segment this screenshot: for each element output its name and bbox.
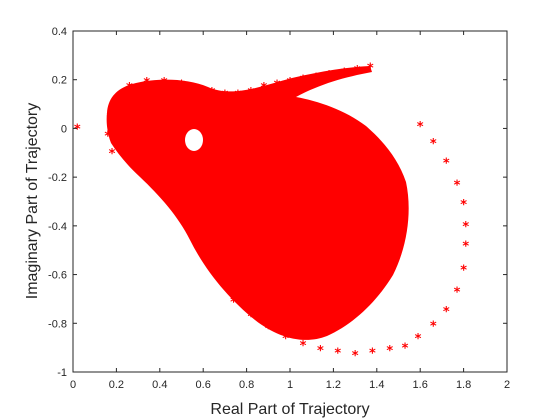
- data-point: *: [104, 130, 111, 145]
- data-point: *: [341, 66, 348, 81]
- data-point: *: [402, 342, 409, 357]
- y-tick-label: 0.2: [52, 75, 67, 87]
- x-tick-label: 1: [287, 379, 293, 391]
- data-point: *: [113, 93, 120, 108]
- y-tick-label: -0.2: [48, 172, 67, 184]
- trajectory-cluster: [106, 66, 409, 340]
- data-point: *: [161, 76, 168, 91]
- data-point: *: [313, 71, 320, 86]
- data-point: *: [443, 305, 450, 320]
- data-point: *: [235, 88, 242, 103]
- data-point: *: [109, 147, 116, 162]
- y-axis-label: Imaginary Part of Trajectory: [24, 103, 41, 300]
- y-tick-label: -0.8: [48, 318, 67, 330]
- data-point: *: [143, 76, 150, 91]
- data-point: *: [415, 332, 422, 347]
- x-tick-label: 1.2: [326, 379, 341, 391]
- data-point: *: [462, 220, 469, 235]
- data-point: *: [221, 88, 228, 103]
- data-point: *: [248, 86, 255, 101]
- data-point: *: [462, 239, 469, 254]
- data-point: *: [261, 81, 268, 96]
- trajectory-fill: [106, 66, 409, 340]
- x-axis-label: Real Part of Trajectory: [210, 401, 369, 418]
- data-point: *: [369, 347, 376, 362]
- x-tick-label: 2: [504, 379, 510, 391]
- data-point: *: [454, 286, 461, 301]
- x-tick-label: 0.2: [109, 379, 124, 391]
- scatter-points: * * * * * * * * * * * * * * * * * * * * * * * * * * * * * * * * * * * * * * * *…: [74, 62, 469, 364]
- y-axis-ticks: 0.4 0.2 0 -0.2 -0.4 -0.6 -0.8 -1: [48, 26, 507, 379]
- data-point: *: [354, 64, 361, 79]
- x-tick-label: 1.6: [413, 379, 428, 391]
- x-tick-label: 1.8: [456, 379, 471, 391]
- x-tick-label: 0.6: [196, 379, 211, 391]
- data-point: *: [74, 122, 81, 137]
- x-axis-ticks: 0 0.2 0.4 0.6 0.8 1 1.2 1.4 1.6 1.8 2: [70, 31, 510, 391]
- y-tick-label: -0.4: [48, 221, 67, 233]
- x-tick-label: 0.4: [152, 379, 167, 391]
- data-point: *: [265, 322, 272, 337]
- data-point: *: [460, 264, 467, 279]
- data-point: *: [386, 344, 393, 359]
- data-point: *: [367, 62, 374, 77]
- data-point: *: [178, 79, 185, 94]
- data-point: *: [430, 320, 437, 335]
- x-tick-label: 0: [70, 379, 76, 391]
- data-point: *: [287, 76, 294, 91]
- data-point: *: [126, 81, 133, 96]
- data-point: *: [195, 83, 202, 98]
- data-point: *: [230, 295, 237, 310]
- data-point: *: [334, 347, 341, 362]
- data-point: *: [248, 310, 255, 325]
- data-point: *: [300, 74, 307, 89]
- data-point: *: [208, 86, 215, 101]
- x-tick-label: 1.4: [369, 379, 384, 391]
- data-point: *: [430, 137, 437, 152]
- data-point: *: [317, 344, 324, 359]
- y-tick-label: 0: [61, 123, 67, 135]
- data-point: *: [417, 120, 424, 135]
- data-point: *: [454, 178, 461, 193]
- hole-in-cluster: [185, 129, 203, 151]
- data-point: *: [443, 157, 450, 172]
- data-point: *: [106, 110, 113, 125]
- x-tick-label: 0.8: [239, 379, 254, 391]
- data-point: *: [282, 332, 289, 347]
- data-point: *: [274, 79, 281, 94]
- data-point: *: [326, 69, 333, 84]
- data-point: *: [352, 349, 359, 364]
- y-tick-label: -0.6: [48, 270, 67, 282]
- y-tick-label: 0.4: [52, 26, 67, 38]
- data-point: *: [300, 339, 307, 354]
- y-tick-label: -1: [57, 367, 67, 379]
- data-point: *: [460, 198, 467, 213]
